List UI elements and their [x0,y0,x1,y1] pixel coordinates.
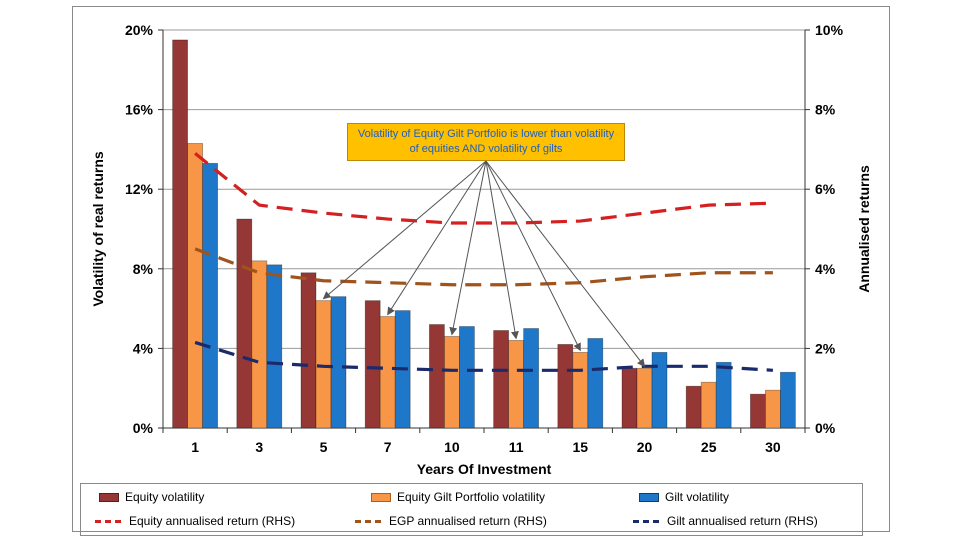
bar [379,316,396,429]
series-line [194,152,773,225]
y-axis-title: Volatility of real returns [90,151,106,307]
bar [187,143,204,429]
legend-swatch [99,492,119,502]
bar [251,260,268,429]
annotation-arrow [449,160,487,336]
x-tick-label: 11 [509,439,524,455]
chart-frame [72,6,890,532]
bar [443,336,460,429]
y-tick-label: 0% [133,420,154,436]
x-tick-label: 1 [191,439,199,455]
legend-label: Equity volatility [125,490,205,504]
y2-tick-label: 8% [815,102,836,118]
annotation-arrow [387,160,487,316]
bar [330,296,347,429]
bar [587,338,604,429]
bar [715,361,732,429]
x-tick-label: 7 [384,439,392,455]
legend-label: EGP annualised return (RHS) [389,514,547,528]
annotation-text: Volatility of Equity Gilt Portfolio is l… [357,128,615,155]
legend-item-gilt-volatility: Gilt volatility [639,490,729,504]
bar [315,300,332,429]
bar [750,393,766,429]
legend-label: Equity Gilt Portfolio volatility [397,490,546,504]
y2-axis-title: Annualised returns [856,165,872,293]
bar [300,272,317,429]
legend-swatch [371,492,391,502]
bar [508,340,525,429]
y2-tick-label: 6% [815,181,836,197]
bar [765,389,781,429]
bar [651,351,668,429]
y-tick-label: 12% [125,181,154,197]
legend-line [633,519,659,523]
annotation-arrow [322,160,487,300]
bar [202,162,219,429]
legend-line [95,519,121,523]
bar [685,385,702,429]
legend: Equity volatility Equity Gilt Portfolio … [80,483,863,536]
bar [236,218,253,429]
bar [172,39,189,429]
series-line [194,247,773,287]
x-tick-label: 10 [444,439,460,455]
legend-item-egp-volatility: Equity Gilt Portfolio volatility [371,490,545,504]
y2-tick-label: 10% [815,22,844,38]
legend-swatch [639,492,659,502]
y2-tick-label: 2% [815,340,836,356]
annotation-arrow [485,160,581,352]
bar [458,326,475,429]
annotation-callout: Volatility of Equity Gilt Portfolio is l… [347,123,625,161]
legend-item-equity-volatility: Equity volatility [99,490,204,504]
legend-label: Gilt volatility [665,490,730,504]
legend-item-gilt-return: Gilt annualised return (RHS) [633,514,818,528]
y-tick-label: 4% [133,340,154,356]
x-tick-label: 25 [701,439,717,455]
x-axis-title: Years Of Investment [417,461,552,477]
x-tick-label: 15 [573,439,589,455]
bar [493,330,510,429]
legend-item-equity-return: Equity annualised return (RHS) [95,514,295,528]
legend-line [355,519,381,523]
annotation-arrow [485,160,519,340]
bar [523,328,539,429]
bar [557,344,574,429]
legend-label: Equity annualised return (RHS) [129,514,296,528]
bar [266,264,283,429]
y2-tick-label: 4% [815,261,836,277]
y2-tick-label: 0% [815,420,836,436]
bar [572,351,589,429]
x-tick-label: 30 [765,439,781,455]
bar [700,381,717,429]
annotation-arrow [485,160,646,368]
y-tick-label: 20% [125,22,154,38]
bar [621,367,638,429]
x-tick-label: 20 [637,439,653,455]
x-tick-label: 3 [255,439,263,455]
series-line [194,340,773,372]
x-tick-label: 5 [320,439,328,455]
bar [636,367,653,429]
y-tick-label: 8% [133,261,154,277]
legend-item-egp-return: EGP annualised return (RHS) [355,514,547,528]
bar [428,324,445,429]
legend-label: Gilt annualised return (RHS) [667,514,818,528]
y-tick-label: 16% [125,102,154,118]
bar [364,300,381,429]
bar [780,371,796,429]
